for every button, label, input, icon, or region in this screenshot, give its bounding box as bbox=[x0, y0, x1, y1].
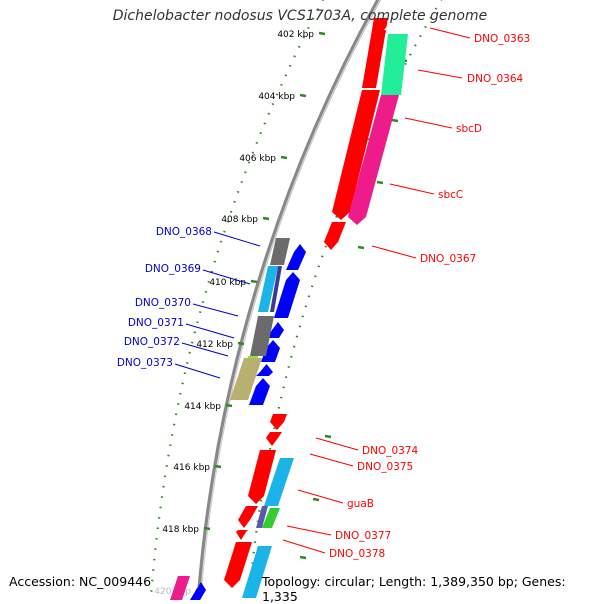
ruler-tick bbox=[376, 180, 384, 185]
gene-label: DNO_0375 bbox=[357, 461, 413, 473]
gene-label: sbcC bbox=[438, 189, 463, 201]
ruler-label: 416 kbp bbox=[173, 463, 210, 473]
cog-DNO_0370 bbox=[250, 316, 274, 356]
ruler-label: 408 kbp bbox=[221, 215, 258, 225]
gene-leader-line bbox=[174, 363, 221, 379]
gene-DNO_0368-reverse bbox=[286, 244, 306, 270]
gene-label: DNO_0370 bbox=[135, 297, 191, 309]
ruler-label: 418 kbp bbox=[162, 525, 199, 535]
gene-label: sbcD bbox=[456, 123, 482, 135]
cog-DNO_0378 bbox=[242, 546, 272, 598]
gene-leader-line bbox=[181, 342, 229, 357]
cog-DNO_0373 bbox=[230, 358, 262, 400]
cog-DNO_0377 bbox=[262, 508, 280, 528]
gene-leader-line bbox=[297, 489, 344, 504]
ruler-tick bbox=[262, 216, 270, 221]
cog-sbcD bbox=[348, 95, 399, 225]
gene-leader-line bbox=[213, 231, 261, 247]
ruler-tick bbox=[250, 279, 258, 284]
gene-DNO_0370-reverse bbox=[267, 322, 284, 338]
ruler-tick bbox=[324, 434, 332, 439]
ruler-label: 410 kbp bbox=[209, 278, 246, 288]
gene-DNO_0367-forward bbox=[324, 222, 346, 250]
gene-leader-line bbox=[282, 539, 326, 554]
gene-leader-line bbox=[417, 69, 463, 79]
gene-label: DNO_0374 bbox=[362, 445, 418, 457]
gene-guaB-forward bbox=[248, 450, 276, 504]
gene-edge-1 bbox=[170, 576, 190, 600]
gene-DNO_0374-forward bbox=[270, 414, 287, 430]
ruler-tick bbox=[237, 341, 245, 346]
gene-label: DNO_0367 bbox=[420, 253, 476, 265]
ruler-label: 402 kbp bbox=[277, 30, 314, 40]
gene-label: DNO_0377 bbox=[335, 530, 391, 542]
gene-DNO_0377-forward bbox=[238, 506, 258, 528]
ruler-tick bbox=[391, 118, 399, 123]
gene-leader-line bbox=[315, 437, 359, 451]
cog-guaB bbox=[264, 458, 294, 506]
gene-label: DNO_0368 bbox=[156, 226, 212, 238]
gene-DNO_0373-reverse bbox=[249, 378, 270, 405]
ruler-label: 414 kbp bbox=[184, 402, 221, 412]
gene-DNO_0371-reverse bbox=[261, 340, 280, 362]
backbone-circle bbox=[196, 0, 382, 600]
gene-leader-line bbox=[185, 323, 235, 339]
gene-label: guaB bbox=[347, 498, 374, 510]
ruler-tick bbox=[280, 155, 288, 160]
ruler-tick bbox=[357, 245, 365, 250]
ruler-label: 406 kbp bbox=[239, 154, 276, 164]
gene-sbcD-forward bbox=[332, 90, 380, 220]
gene-label: DNO_0373 bbox=[117, 357, 173, 369]
gene-leader-line bbox=[309, 453, 354, 467]
gene-leader-line bbox=[192, 303, 239, 317]
gene-leader-line bbox=[202, 269, 251, 285]
cog-DNO_0377b bbox=[256, 506, 268, 528]
ruler-tick bbox=[299, 555, 307, 560]
gene-edge-2 bbox=[190, 582, 206, 600]
ruler-tick bbox=[214, 464, 222, 469]
gene-label: DNO_0369 bbox=[145, 263, 201, 275]
backbone-highlight bbox=[199, 0, 381, 600]
gene-leader-line bbox=[371, 245, 417, 259]
cog-DNO_0368 bbox=[270, 238, 290, 265]
gene-DNO_0363-forward bbox=[362, 18, 388, 88]
cog-DNO_0369 bbox=[258, 266, 278, 312]
ruler-label: 404 kbp bbox=[258, 92, 295, 102]
gene-leader-line bbox=[389, 183, 435, 195]
ruler-tick bbox=[318, 31, 326, 36]
ruler-tick bbox=[299, 93, 307, 98]
ruler-tick bbox=[225, 403, 233, 408]
gene-DNO_0378-forward bbox=[224, 542, 252, 588]
cog-DNO_0363 bbox=[384, 18, 412, 30]
accession-text: Accession: NC_009446 bbox=[9, 574, 152, 589]
ruler-label: 412 kbp bbox=[196, 340, 233, 350]
gene-leader-line bbox=[404, 117, 453, 129]
ruler-tick bbox=[203, 526, 211, 531]
gene-leader-line bbox=[429, 27, 471, 39]
gene-DNO_0375-forward bbox=[266, 432, 282, 446]
ruler-tick bbox=[312, 497, 320, 502]
cog-DNO_0369b bbox=[270, 266, 282, 312]
cog-DNO_0364 bbox=[381, 34, 408, 95]
gene-leader-line bbox=[286, 525, 332, 536]
gene-label: DNO_0378 bbox=[329, 548, 385, 560]
gene-DNO_0372-reverse bbox=[256, 364, 273, 376]
gene-label: DNO_0364 bbox=[467, 73, 523, 85]
gene-label: DNO_0372 bbox=[124, 336, 180, 348]
gene-label: DNO_0363 bbox=[474, 33, 530, 45]
map-title: Dichelobacter nodosus VCS1703A, complete… bbox=[112, 8, 488, 24]
gene-label: DNO_0371 bbox=[128, 317, 184, 329]
gene-small-forward bbox=[236, 530, 248, 540]
gene-DNO_0369-reverse bbox=[274, 272, 300, 318]
